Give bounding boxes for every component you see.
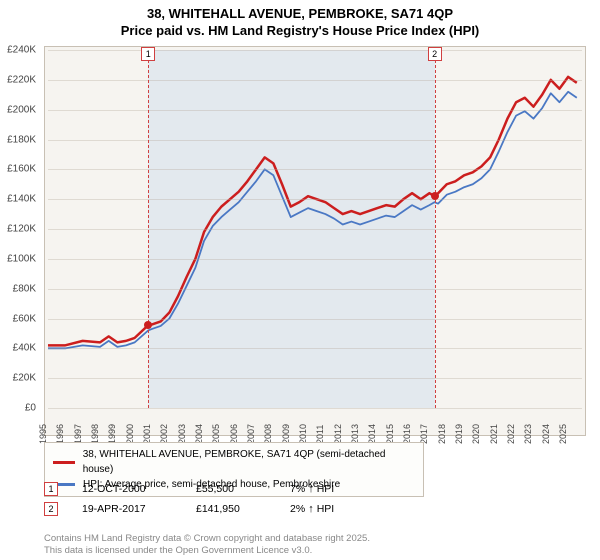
y-tick-label: £100K xyxy=(7,253,36,264)
x-tick-label: 2005 xyxy=(211,422,221,444)
y-tick-label: £60K xyxy=(13,313,36,324)
y-tick-label: £80K xyxy=(13,283,36,294)
reference-number-box: 2 xyxy=(44,502,58,516)
grid-line xyxy=(48,319,582,320)
y-tick-label: £160K xyxy=(7,164,36,175)
x-tick-label: 2002 xyxy=(159,422,169,444)
title-line1: 38, WHITEHALL AVENUE, PEMBROKE, SA71 4QP xyxy=(0,6,600,23)
reference-row: 2 19-APR-2017 £141,950 2% ↑ HPI xyxy=(44,502,586,516)
grid-line xyxy=(48,378,582,379)
grid-line xyxy=(48,140,582,141)
x-tick-label: 2012 xyxy=(333,422,343,444)
grid-line xyxy=(48,199,582,200)
marker-dot xyxy=(431,192,439,200)
reference-price: £55,500 xyxy=(196,483,266,495)
x-tick-label: 2007 xyxy=(246,422,256,444)
grid-line xyxy=(48,80,582,81)
marker-label-box: 2 xyxy=(428,47,442,61)
x-tick-label: 2013 xyxy=(350,422,360,444)
x-tick-label: 2024 xyxy=(541,422,551,444)
reference-table: 1 12-OCT-2000 £55,500 7% ↑ HPI 2 19-APR-2017 £… xyxy=(44,482,586,522)
y-tick-label: £0 xyxy=(25,403,36,414)
series-line xyxy=(48,77,577,346)
marker-dot xyxy=(144,321,152,329)
y-tick-label: £180K xyxy=(7,134,36,145)
plot-area: 12 xyxy=(48,50,582,408)
x-tick-label: 2015 xyxy=(385,422,395,444)
title-line2: Price paid vs. HM Land Registry's House … xyxy=(0,23,600,40)
x-tick-label: 2003 xyxy=(177,422,187,444)
grid-line xyxy=(48,408,582,409)
reference-number-box: 1 xyxy=(44,482,58,496)
reference-price: £141,950 xyxy=(196,503,266,515)
x-tick-label: 2010 xyxy=(298,422,308,444)
grid-line xyxy=(48,348,582,349)
x-tick-label: 2017 xyxy=(419,422,429,444)
x-tick-label: 2004 xyxy=(194,422,204,444)
x-tick-label: 2021 xyxy=(489,422,499,444)
y-tick-label: £120K xyxy=(7,224,36,235)
legend-item: 38, WHITEHALL AVENUE, PEMBROKE, SA71 4QP… xyxy=(53,447,415,477)
y-tick-label: £140K xyxy=(7,194,36,205)
reference-date: 12-OCT-2000 xyxy=(82,483,172,495)
reference-delta: 7% ↑ HPI xyxy=(290,483,334,495)
y-tick-label: £220K xyxy=(7,74,36,85)
x-tick-label: 2019 xyxy=(454,422,464,444)
x-tick-label: 1998 xyxy=(90,422,100,444)
x-tick-label: 2025 xyxy=(558,422,568,444)
grid-line xyxy=(48,289,582,290)
x-tick-label: 2023 xyxy=(523,422,533,444)
reference-row: 1 12-OCT-2000 £55,500 7% ↑ HPI xyxy=(44,482,586,496)
legend-label: 38, WHITEHALL AVENUE, PEMBROKE, SA71 4QP… xyxy=(83,447,415,477)
legend-swatch xyxy=(53,461,75,464)
chart: 12 1995199619971998199920002001200220032… xyxy=(44,46,586,436)
x-tick-label: 1999 xyxy=(107,422,117,444)
grid-line xyxy=(48,50,582,51)
x-tick-label: 1996 xyxy=(55,422,65,444)
marker-line xyxy=(148,50,149,408)
x-tick-label: 2016 xyxy=(402,422,412,444)
x-tick-label: 1995 xyxy=(38,422,48,444)
y-tick-label: £20K xyxy=(13,373,36,384)
grid-line xyxy=(48,229,582,230)
y-axis-labels: £0 £20K £40K £60K £80K £100K £120K £140K £160K £1… xyxy=(0,46,40,436)
x-tick-label: 2011 xyxy=(315,422,325,444)
grid-line xyxy=(48,110,582,111)
x-tick-label: 2006 xyxy=(229,422,239,444)
y-tick-label: £240K xyxy=(7,45,36,56)
marker-line xyxy=(435,50,436,408)
x-tick-label: 2008 xyxy=(263,422,273,444)
footer-attribution: Contains HM Land Registry data © Crown c… xyxy=(44,533,370,556)
marker-label-box: 1 xyxy=(141,47,155,61)
x-tick-label: 2022 xyxy=(506,422,516,444)
x-tick-label: 2020 xyxy=(471,422,481,444)
grid-line xyxy=(48,169,582,170)
chart-title: 38, WHITEHALL AVENUE, PEMBROKE, SA71 4QP… xyxy=(0,0,600,40)
x-tick-label: 2001 xyxy=(142,422,152,444)
footer-line2: This data is licensed under the Open Gov… xyxy=(44,545,370,556)
reference-delta: 2% ↑ HPI xyxy=(290,503,334,515)
reference-date: 19-APR-2017 xyxy=(82,503,172,515)
x-tick-label: 2014 xyxy=(367,422,377,444)
x-tick-label: 2018 xyxy=(437,422,447,444)
y-tick-label: £200K xyxy=(7,104,36,115)
grid-line xyxy=(48,259,582,260)
series-line xyxy=(48,92,577,349)
footer-line1: Contains HM Land Registry data © Crown c… xyxy=(44,533,370,544)
y-tick-label: £40K xyxy=(13,343,36,354)
x-tick-label: 1997 xyxy=(73,422,83,444)
x-tick-label: 2009 xyxy=(281,422,291,444)
x-tick-label: 2000 xyxy=(125,422,135,444)
